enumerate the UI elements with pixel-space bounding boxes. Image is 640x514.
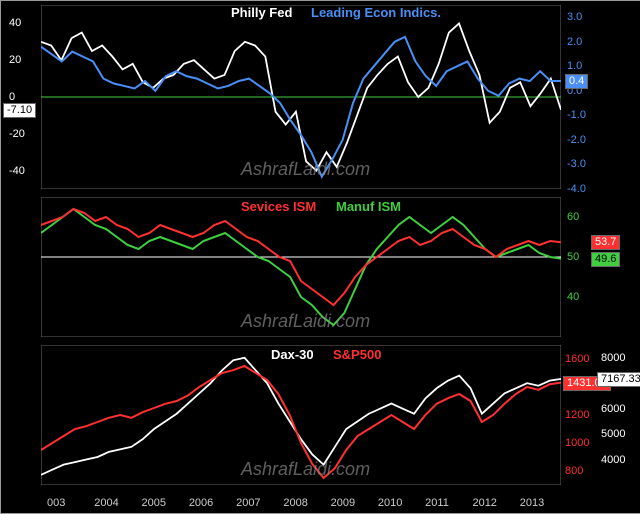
manuf-latest-badge: 49.6: [591, 252, 620, 267]
panel3-spx-tick: 1000: [565, 437, 589, 449]
x-axis-label: 003: [47, 497, 65, 509]
x-axis-label: 2010: [378, 497, 402, 509]
panel2-right-tick: 50: [567, 251, 579, 263]
panel-philly-lei: [41, 5, 561, 189]
label-services-ism: Sevices ISM: [241, 199, 316, 214]
x-axis-label: 2006: [189, 497, 213, 509]
x-axis-label: 2013: [520, 497, 544, 509]
panel3-dax-tick: 4000: [601, 454, 625, 466]
panel1-right-tick: -4.0: [567, 183, 586, 195]
x-axis-label: 2012: [472, 497, 496, 509]
panel-indices: [41, 345, 561, 485]
panel1-left-tick: -40: [9, 165, 25, 177]
panel3-plot: [41, 345, 561, 485]
panel3-dax-tick: 5000: [601, 428, 625, 440]
panel2-right-tick: 40: [567, 291, 579, 303]
label-dax: Dax-30: [271, 347, 314, 362]
lei-latest-badge: 0.4: [565, 74, 588, 89]
panel2-right-tick: 60: [567, 211, 579, 223]
panel1-left-tick: -20: [9, 128, 25, 140]
panel1-right-tick: 2.0: [567, 36, 582, 48]
panel3-spx-tick: 1600: [565, 353, 589, 365]
x-axis-label: 2007: [236, 497, 260, 509]
label-manuf-ism: Manuf ISM: [336, 199, 401, 214]
label-spx: S&P500: [333, 347, 381, 362]
panel1-plot: [41, 5, 561, 189]
panel1-right-tick: -1.0: [567, 109, 586, 121]
dax-latest-badge: 7167.33: [597, 372, 640, 387]
panel3-dax-tick: 8000: [601, 352, 625, 364]
panel1-left-tick: 0: [9, 91, 15, 103]
label-lei: Leading Econ Indics.: [311, 5, 441, 20]
panel1-left-tick: 20: [9, 54, 21, 66]
philly-latest-badge: -7.10: [3, 103, 36, 118]
x-axis-label: 2009: [331, 497, 355, 509]
panel-ism: [41, 197, 561, 337]
x-axis-label: 2004: [94, 497, 118, 509]
panel3-spx-tick: 1200: [565, 409, 589, 421]
services-latest-badge: 53.7: [591, 235, 620, 250]
panel1-right-tick: 1.0: [567, 60, 582, 72]
panel3-dax-tick: 6000: [601, 403, 625, 415]
x-axis-label: 2011: [425, 497, 449, 509]
x-axis-label: 2005: [142, 497, 166, 509]
panel1-right-tick: 3.0: [567, 11, 582, 23]
label-philly-fed: Philly Fed: [231, 5, 292, 20]
panel1-left-tick: 40: [9, 17, 21, 29]
x-axis-label: 2008: [283, 497, 307, 509]
panel2-plot: [41, 197, 561, 337]
panel3-spx-tick: 800: [565, 465, 583, 477]
panel1-right-tick: -2.0: [567, 134, 586, 146]
chart-container: Philly Fed Leading Econ Indics. AshrafLa…: [0, 0, 640, 514]
panel1-right-tick: -3.0: [567, 158, 586, 170]
